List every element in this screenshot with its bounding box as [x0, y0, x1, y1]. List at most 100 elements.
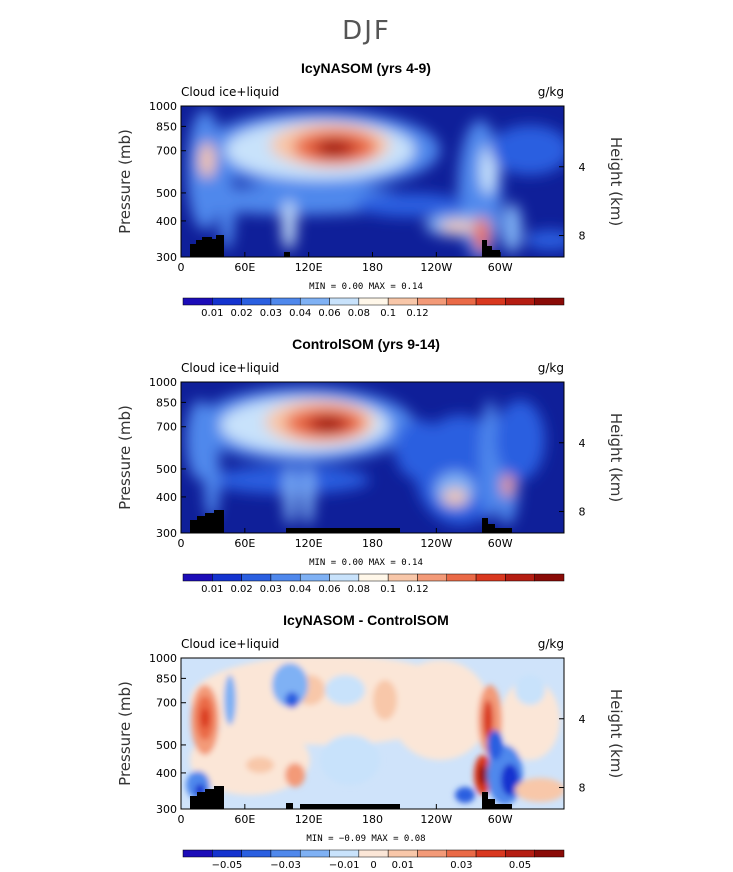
- y-tick-label: 700: [156, 145, 177, 158]
- y-tick-label: 500: [156, 187, 177, 200]
- units-label: g/kg: [538, 637, 564, 651]
- colorbar-label: 0.08: [348, 584, 370, 595]
- y-tick-label: 400: [156, 215, 177, 228]
- colorbar-label: 0.03: [260, 308, 282, 319]
- colorbar-label: 0.12: [406, 584, 428, 595]
- x-tick-label: 120E: [295, 813, 323, 826]
- x-tick-label: 60W: [488, 537, 513, 550]
- page-title: DJF: [342, 16, 391, 46]
- panel-title: IcyNASOM - ControlSOM: [283, 612, 449, 628]
- colorbar: 0.01 0.02 0.03 0.04 0.06 0.08 0.1 0.12: [182, 297, 565, 319]
- x-tick-label: 0: [178, 537, 185, 550]
- colorbar-swatch: [505, 573, 535, 582]
- contour-plot: [181, 658, 564, 809]
- colorbar-swatch: [182, 297, 213, 306]
- axes: 300 400 500 700 850 1000 8 4 0 60E 120E 180 120W 60W P…: [116, 100, 625, 274]
- topography-mask: [190, 786, 512, 809]
- colorbar-swatch: [329, 297, 360, 306]
- x-tick-label: 120W: [420, 813, 452, 826]
- colorbar-swatch: [241, 849, 272, 858]
- colorbar-swatch: [417, 573, 448, 582]
- colorbar-swatch: [299, 573, 330, 582]
- y-right-tick-label: 8: [579, 506, 586, 519]
- colorbar-swatch: [446, 297, 477, 306]
- panel-controlsom: ControlSOM (yrs 9-14) Cloud ice+liquid g…: [116, 336, 625, 595]
- colorbar-swatch: [358, 297, 389, 306]
- colorbar-label: 0.1: [380, 584, 396, 595]
- y-tick-label: 300: [156, 527, 177, 540]
- y-tick-label: 700: [156, 421, 177, 434]
- colorbar-swatch: [270, 573, 301, 582]
- y-tick-label: 850: [156, 672, 177, 685]
- colorbar-swatch: [358, 573, 389, 582]
- colorbar-label: 0.06: [318, 308, 340, 319]
- colorbar-label: −0.05: [212, 860, 243, 871]
- variable-label: Cloud ice+liquid: [181, 637, 279, 651]
- colorbar-swatch: [212, 297, 242, 306]
- colorbar-swatch: [212, 849, 242, 858]
- colorbar-swatch: [446, 849, 477, 858]
- colorbar-label: 0.12: [406, 308, 428, 319]
- colorbar-swatch: [505, 849, 535, 858]
- x-tick-label: 120W: [420, 537, 452, 550]
- y-right-tick-label: 8: [579, 230, 586, 243]
- colorbar-swatch: [475, 573, 506, 582]
- colorbar-label: 0.02: [230, 584, 252, 595]
- colorbar-swatch: [182, 573, 213, 582]
- x-tick-label: 60E: [234, 537, 255, 550]
- y-tick-label: 300: [156, 803, 177, 816]
- variable-label: Cloud ice+liquid: [181, 361, 279, 375]
- panel-icynasom: IcyNASOM (yrs 4-9) Cloud ice+liquid g/kg: [116, 60, 625, 319]
- min-max-stats: MIN = 0.00 MAX = 0.14: [309, 558, 423, 568]
- x-tick-label: 60E: [234, 813, 255, 826]
- x-tick-label: 180: [362, 537, 383, 550]
- colorbar-swatch: [505, 297, 535, 306]
- y-tick-label: 850: [156, 120, 177, 133]
- colorbar-label: 0.06: [318, 584, 340, 595]
- colorbar-label: 0.01: [201, 584, 223, 595]
- colorbar-swatch: [417, 297, 448, 306]
- colorbar-swatch: [387, 297, 418, 306]
- y-tick-label: 500: [156, 739, 177, 752]
- colorbar-swatch: [358, 849, 389, 858]
- y-tick-label: 400: [156, 767, 177, 780]
- colorbar-swatch: [329, 849, 360, 858]
- min-max-stats: MIN = 0.00 MAX = 0.14: [309, 282, 423, 292]
- colorbar-swatch: [534, 297, 565, 306]
- contour-plot: [181, 106, 564, 257]
- y-tick-label: 850: [156, 396, 177, 409]
- colorbar-swatch: [475, 297, 506, 306]
- colorbar-swatch: [417, 849, 448, 858]
- y-right-tick-label: 4: [579, 713, 586, 726]
- topography-mask: [190, 235, 500, 257]
- colorbar-swatch: [299, 849, 330, 858]
- colorbar-swatch: [446, 573, 477, 582]
- y-right-tick-label: 4: [579, 161, 586, 174]
- x-tick-label: 0: [178, 813, 185, 826]
- min-max-stats: MIN = −0.09 MAX = 0.08: [306, 834, 425, 844]
- colorbar-swatch: [475, 849, 506, 858]
- y-right-axis-title: Height (km): [607, 413, 625, 502]
- colorbar-swatch: [387, 573, 418, 582]
- colorbar-label: 0.1: [380, 308, 396, 319]
- y-tick-label: 1000: [149, 376, 177, 389]
- x-tick-label: 0: [178, 261, 185, 274]
- panel-title: ControlSOM (yrs 9-14): [292, 336, 440, 352]
- y-tick-label: 400: [156, 491, 177, 504]
- y-axis-title: Pressure (mb): [116, 129, 134, 234]
- y-tick-label: 1000: [149, 652, 177, 665]
- colorbar-label: 0.04: [289, 308, 311, 319]
- y-tick-label: 700: [156, 697, 177, 710]
- x-tick-label: 60W: [488, 813, 513, 826]
- colorbar: −0.05 −0.03 −0.01 0 0.01 0.03 0.05: [182, 849, 565, 871]
- panel-title: IcyNASOM (yrs 4-9): [301, 60, 431, 76]
- axes: 300 400 500 700 850 1000 8 4 0 60E 120E 180 120W 60W P…: [116, 376, 625, 550]
- colorbar-label: 0.01: [201, 308, 223, 319]
- colorbar-swatch: [182, 849, 213, 858]
- y-right-tick-label: 8: [579, 782, 586, 795]
- colorbar-swatch: [212, 573, 242, 582]
- x-tick-label: 60W: [488, 261, 513, 274]
- contour-plot: [181, 382, 564, 533]
- colorbar-swatch: [387, 849, 418, 858]
- topography-mask: [190, 510, 512, 533]
